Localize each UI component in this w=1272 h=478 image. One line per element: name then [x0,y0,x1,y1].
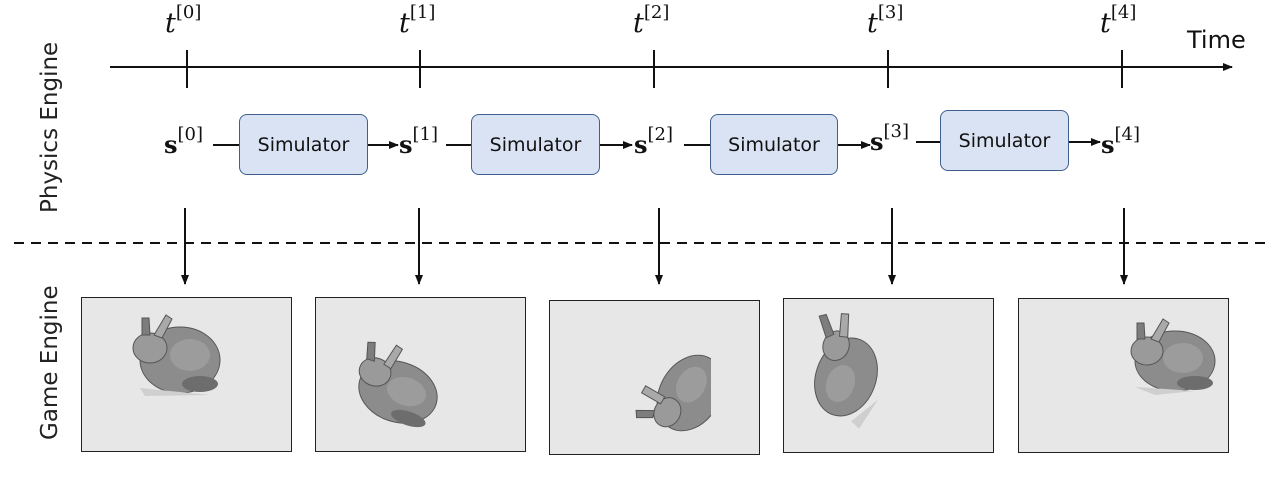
timestep-label: t[2] [633,2,670,39]
state-label: s[0] [164,124,204,159]
timestep-label: t[1] [399,2,436,39]
timestep-label: t[0] [165,2,202,39]
state-label: s[3] [870,121,910,156]
state-label: s[1] [399,124,439,159]
rendered-frame [81,297,292,452]
game-engine-label: Game Engine [37,285,63,440]
rendered-frame [549,300,760,455]
bunny-icon [132,314,221,396]
bunny-icon [1130,318,1216,395]
simulator-box: Simulator [710,114,838,175]
rendered-frame [783,298,994,453]
state-label: s[2] [634,124,674,159]
rendered-frame [1018,298,1229,453]
simulator-box: Simulator [471,114,600,175]
simulator-box: Simulator [239,114,368,175]
simulator-box: Simulator [940,110,1069,171]
bunny-icon [358,341,438,428]
physics-engine-label: Physics Engine [37,41,63,213]
rendered-frame [315,297,526,452]
state-label: s[4] [1101,124,1141,159]
time-axis-label: Time [1187,26,1246,54]
timestep-label: t[3] [867,2,904,39]
timestep-label: t[4] [1100,2,1137,39]
bunny-icon [814,313,879,429]
bunny-icon [635,354,711,432]
